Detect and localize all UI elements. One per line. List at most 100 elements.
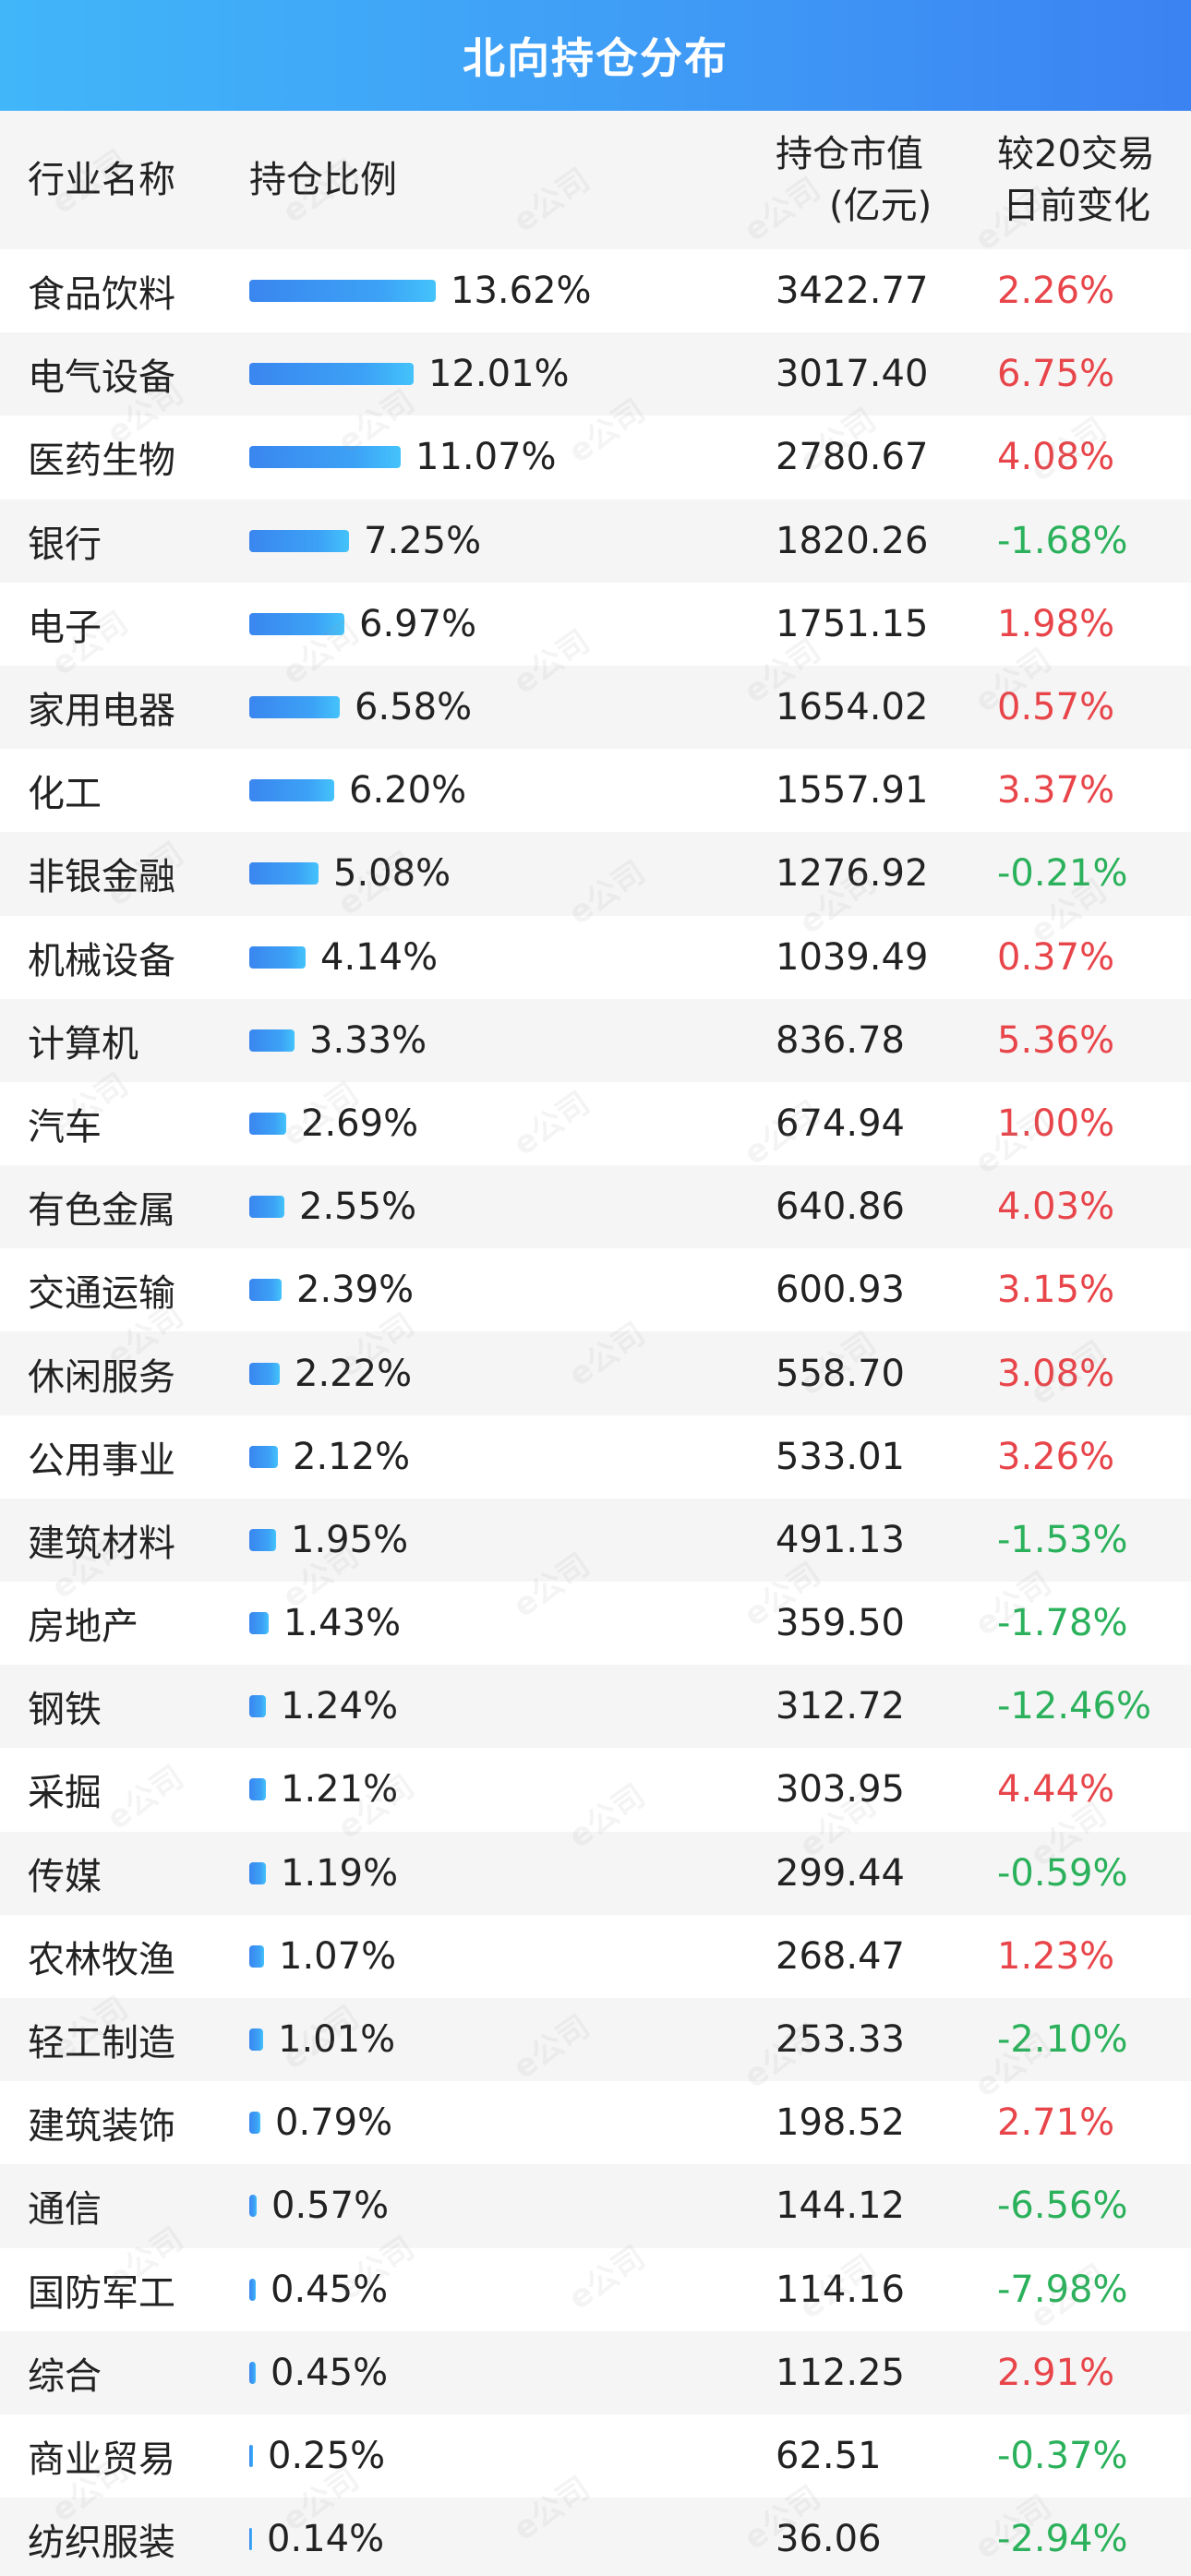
ratio-label: 1.24% <box>281 1685 399 1728</box>
ratio-bar <box>249 446 401 469</box>
table-row: 国防军工 0.45% 114.16 -7.98% <box>0 2248 1191 2331</box>
ratio-cell: 2.12% <box>249 1415 410 1499</box>
ratio-label: 0.25% <box>268 2434 386 2477</box>
industry-name: 农林牧渔 <box>28 1938 175 1981</box>
holding-value: 600.93 <box>776 1269 905 1312</box>
ratio-bar <box>249 1944 264 1968</box>
table-row: 汽车 2.69% 674.94 1.00% <box>0 1082 1191 1165</box>
ratio-bar <box>249 945 306 969</box>
holding-value: 62.51 <box>776 2434 882 2477</box>
industry-name: 钢铁 <box>28 1689 102 1732</box>
change-value: 2.71% <box>997 2101 1115 2145</box>
table-row: 钢铁 1.24% 312.72 -12.46% <box>0 1665 1191 1749</box>
holding-value: 268.47 <box>776 1934 905 1978</box>
table-row: 农林牧渔 1.07% 268.47 1.23% <box>0 1915 1191 1998</box>
ratio-cell: 11.07% <box>249 415 557 499</box>
industry-name: 传媒 <box>28 1855 102 1898</box>
ratio-label: 5.08% <box>333 852 451 896</box>
holdings-table: 行业名称 持仓比例 持仓市值 (亿元) 较20交易 日前变化 食品饮料 13.62… <box>0 111 1191 2576</box>
industry-name: 电子 <box>28 606 102 649</box>
ratio-label: 2.55% <box>299 1186 417 1229</box>
ratio-bar <box>249 2112 260 2135</box>
industry-name: 非银金融 <box>28 856 175 899</box>
change-value: -12.46% <box>997 1685 1151 1728</box>
change-value: -0.59% <box>997 1851 1128 1895</box>
table-row: 化工 6.20% 1557.91 3.37% <box>0 749 1191 832</box>
change-value: -0.21% <box>997 852 1128 896</box>
holding-value: 3017.40 <box>776 353 929 396</box>
ratio-cell: 6.58% <box>249 666 472 749</box>
holding-value: 198.52 <box>776 2101 905 2145</box>
change-value: -2.10% <box>997 2018 1128 2062</box>
table-row: 房地产 1.43% 359.50 -1.78% <box>0 1582 1191 1665</box>
industry-name: 有色金属 <box>28 1189 175 1233</box>
industry-name: 家用电器 <box>28 690 175 733</box>
ratio-label: 6.58% <box>355 686 473 729</box>
ratio-cell: 1.19% <box>249 1832 398 1915</box>
table-row: 通信 0.57% 144.12 -6.56% <box>0 2164 1191 2248</box>
table-row: 电气设备 12.01% 3017.40 6.75% <box>0 332 1191 416</box>
ratio-cell: 0.14% <box>249 2498 384 2576</box>
industry-name: 公用事业 <box>28 1438 175 1482</box>
ratio-label: 6.20% <box>349 769 467 813</box>
table-row: 传媒 1.19% 299.44 -0.59% <box>0 1831 1191 1915</box>
ratio-label: 0.79% <box>275 2101 393 2145</box>
industry-name: 建筑材料 <box>28 1522 175 1565</box>
change-value: 2.91% <box>997 2351 1115 2394</box>
ratio-bar <box>249 363 414 386</box>
ratio-bar <box>249 612 344 635</box>
ratio-label: 6.97% <box>359 602 477 645</box>
change-value: -2.94% <box>997 2518 1128 2561</box>
ratio-bar <box>249 1029 295 1052</box>
industry-name: 食品饮料 <box>28 273 175 317</box>
holding-value: 299.44 <box>776 1851 905 1895</box>
ratio-cell: 6.97% <box>249 583 476 666</box>
ratio-cell: 5.08% <box>249 832 451 915</box>
ratio-bar <box>249 1112 286 1135</box>
ratio-bar <box>249 1778 266 1801</box>
header-industry-name: 行业名称 <box>28 159 175 201</box>
holding-value: 674.94 <box>776 1101 905 1145</box>
change-value: 0.57% <box>997 686 1115 729</box>
table-row: 有色金属 2.55% 640.86 4.03% <box>0 1165 1191 1249</box>
holding-value: 3422.77 <box>776 270 929 313</box>
industry-name: 交通运输 <box>28 1272 175 1316</box>
ratio-label: 1.19% <box>281 1851 399 1895</box>
ratio-bar <box>249 2528 252 2551</box>
ratio-cell: 1.01% <box>249 1998 395 2081</box>
industry-name: 计算机 <box>28 1022 138 1065</box>
ratio-bar <box>249 2278 256 2301</box>
table-row: 机械设备 4.14% 1039.49 0.37% <box>0 916 1191 999</box>
holding-value: 359.50 <box>776 1602 905 1645</box>
ratio-label: 0.57% <box>271 2185 390 2228</box>
ratio-label: 0.45% <box>271 2268 389 2311</box>
holding-value: 303.95 <box>776 1768 905 1812</box>
holding-value: 836.78 <box>776 1018 905 1062</box>
industry-name: 采掘 <box>28 1772 102 1815</box>
ratio-bar <box>249 2444 253 2467</box>
industry-name: 通信 <box>28 2188 102 2232</box>
industry-name: 综合 <box>28 2354 102 2398</box>
ratio-cell: 13.62% <box>249 249 592 332</box>
table-row: 建筑材料 1.95% 491.13 -1.53% <box>0 1498 1191 1582</box>
change-value: 1.23% <box>997 1934 1115 1978</box>
ratio-label: 2.22% <box>295 1352 413 1395</box>
ratio-cell: 7.25% <box>249 500 481 583</box>
ratio-label: 2.12% <box>293 1435 411 1478</box>
table-row: 电子 6.97% 1751.15 1.98% <box>0 583 1191 666</box>
ratio-bar <box>249 696 340 719</box>
table-row: 采掘 1.21% 303.95 4.44% <box>0 1748 1191 1831</box>
industry-name: 汽车 <box>28 1105 102 1149</box>
ratio-label: 13.62% <box>451 270 592 313</box>
change-value: 4.08% <box>997 436 1115 479</box>
change-value: 4.44% <box>997 1768 1115 1812</box>
table-row: 纺织服装 0.14% 36.06 -2.94% <box>0 2498 1191 2576</box>
table-row: 交通运输 2.39% 600.93 3.15% <box>0 1248 1191 1331</box>
holding-value: 533.01 <box>776 1435 905 1478</box>
ratio-cell: 4.14% <box>249 916 438 999</box>
industry-name: 商业贸易 <box>28 2438 175 2481</box>
ratio-cell: 0.79% <box>249 2081 392 2164</box>
ratio-bar <box>249 1612 269 1635</box>
change-value: 4.03% <box>997 1186 1115 1229</box>
industry-name: 休闲服务 <box>28 1355 175 1399</box>
